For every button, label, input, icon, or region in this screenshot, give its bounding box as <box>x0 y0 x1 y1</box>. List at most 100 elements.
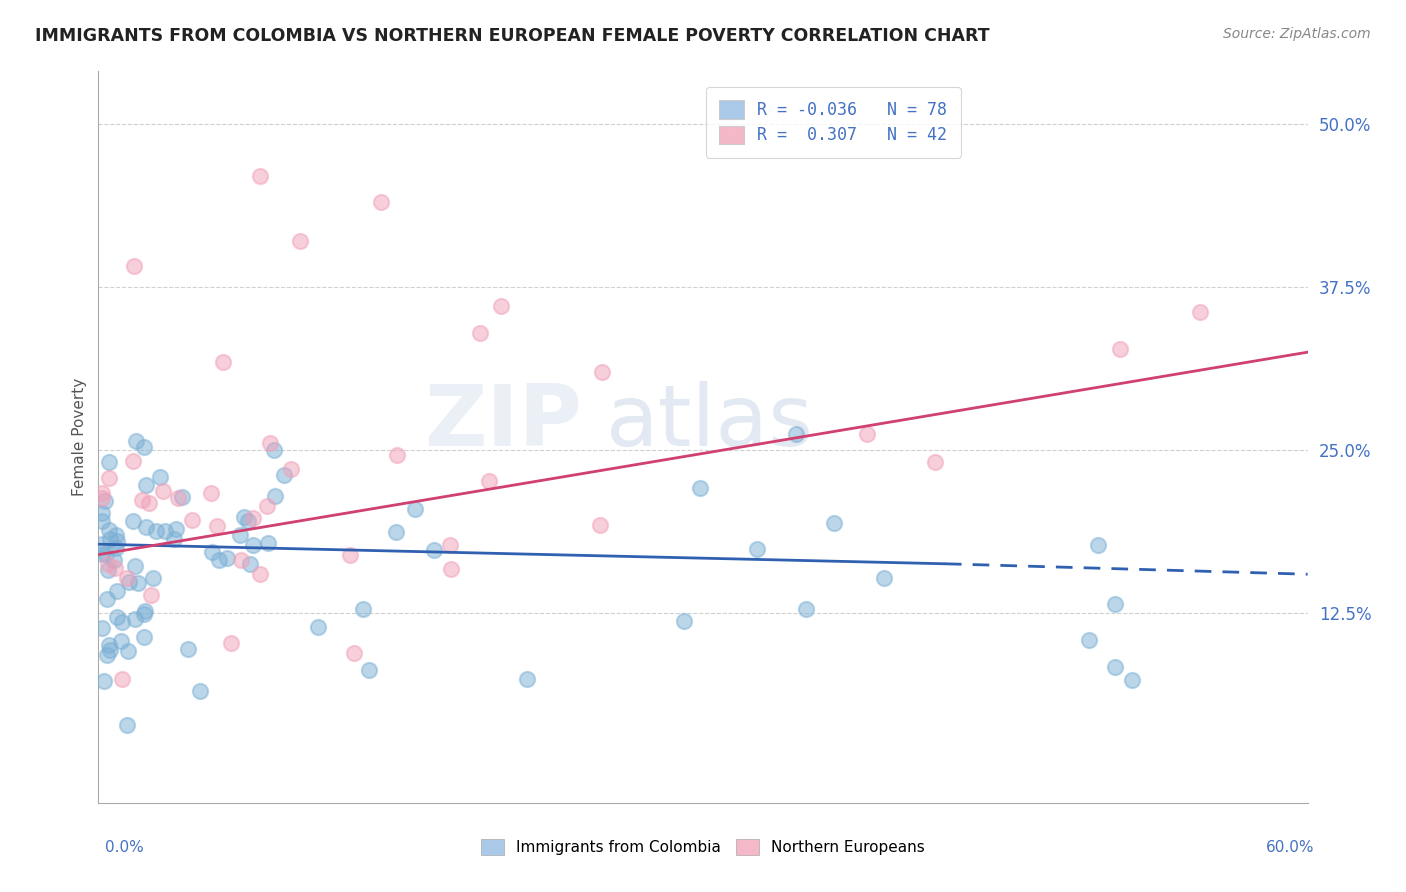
Point <box>149 470 172 484</box>
Point <box>478 475 501 489</box>
Point <box>263 442 285 457</box>
Point <box>1121 673 1143 687</box>
Point <box>873 571 896 585</box>
Point <box>439 537 461 551</box>
Point <box>1104 660 1126 674</box>
Point <box>97 523 120 537</box>
Point <box>152 483 174 498</box>
Point <box>249 566 271 581</box>
Point <box>211 355 233 369</box>
Point <box>97 638 120 652</box>
Point <box>132 607 155 621</box>
Point <box>229 527 252 541</box>
Point <box>100 532 122 546</box>
Point <box>117 644 139 658</box>
Text: Source: ZipAtlas.com: Source: ZipAtlas.com <box>1223 27 1371 41</box>
Point <box>91 514 114 528</box>
Point <box>97 455 120 469</box>
Point <box>127 576 149 591</box>
Point <box>111 672 134 686</box>
Point <box>794 602 817 616</box>
Point <box>264 489 287 503</box>
Point <box>91 537 114 551</box>
Point <box>91 547 114 561</box>
Point <box>257 536 280 550</box>
Point <box>249 169 271 183</box>
Point <box>404 501 426 516</box>
Point <box>167 491 190 506</box>
Point <box>229 553 252 567</box>
Text: ZIP: ZIP <box>425 381 582 464</box>
Point <box>104 528 127 542</box>
Point <box>1077 632 1099 647</box>
Point <box>339 548 361 562</box>
Point <box>307 620 329 634</box>
Point <box>96 591 118 606</box>
Point <box>589 518 612 533</box>
Point <box>823 516 845 531</box>
Point <box>288 234 311 248</box>
Point <box>242 510 264 524</box>
Point <box>134 440 156 454</box>
Point <box>370 194 392 209</box>
Point <box>121 454 143 468</box>
Y-axis label: Female Poverty: Female Poverty <box>72 378 87 496</box>
Point <box>924 455 946 469</box>
Point <box>125 434 148 448</box>
Point <box>104 541 127 556</box>
Point <box>115 718 138 732</box>
Point <box>238 514 260 528</box>
Point <box>104 561 127 575</box>
Point <box>165 523 187 537</box>
Point <box>98 471 121 485</box>
Point <box>785 426 807 441</box>
Point <box>1104 597 1126 611</box>
Point <box>856 427 879 442</box>
Point <box>139 588 162 602</box>
Point <box>423 542 446 557</box>
Point <box>138 496 160 510</box>
Point <box>387 448 409 462</box>
Point <box>673 615 696 629</box>
Point <box>115 570 138 584</box>
Point <box>153 524 176 538</box>
Text: 0.0%: 0.0% <box>105 840 145 855</box>
Point <box>343 646 366 660</box>
Point <box>91 621 114 635</box>
Point <box>91 491 114 505</box>
Point <box>105 609 128 624</box>
Point <box>170 491 193 505</box>
Point <box>177 642 200 657</box>
Point <box>110 633 132 648</box>
Point <box>135 478 157 492</box>
Point <box>233 510 256 524</box>
Point <box>208 553 231 567</box>
Point <box>181 513 204 527</box>
Point <box>1109 342 1132 356</box>
Text: atlas: atlas <box>606 381 814 464</box>
Point <box>94 494 117 508</box>
Point <box>215 551 238 566</box>
Point <box>242 538 264 552</box>
Point <box>91 486 114 500</box>
Point <box>1087 537 1109 551</box>
Point <box>385 525 408 540</box>
Text: 60.0%: 60.0% <box>1267 840 1315 855</box>
Point <box>142 571 165 585</box>
Point <box>352 602 374 616</box>
Point <box>468 326 491 341</box>
Point <box>200 486 222 500</box>
Point <box>97 563 120 577</box>
Point <box>201 545 224 559</box>
Point <box>591 365 613 379</box>
Point <box>205 519 228 533</box>
Point <box>516 673 538 687</box>
Point <box>162 532 184 546</box>
Point <box>134 630 156 644</box>
Point <box>745 542 768 557</box>
Point <box>124 612 146 626</box>
Point <box>440 562 463 576</box>
Point <box>118 574 141 589</box>
Text: IMMIGRANTS FROM COLOMBIA VS NORTHERN EUROPEAN FEMALE POVERTY CORRELATION CHART: IMMIGRANTS FROM COLOMBIA VS NORTHERN EUR… <box>35 27 990 45</box>
Point <box>97 557 120 571</box>
